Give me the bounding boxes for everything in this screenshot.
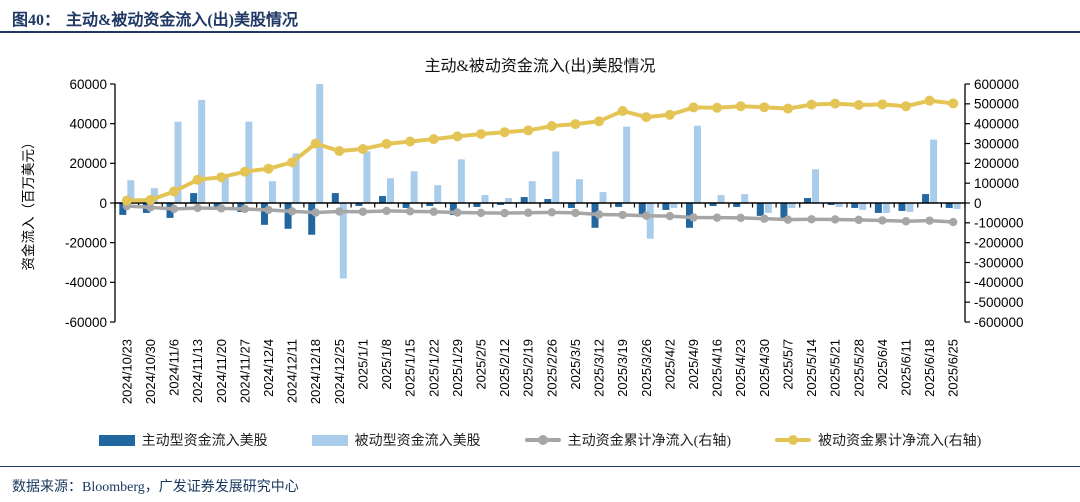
svg-text:资金流入（百万美元）: 资金流入（百万美元） — [21, 136, 36, 271]
svg-text:2025/2/26: 2025/2/26 — [544, 339, 559, 397]
chart-title: 主动&被动资金流入(出)美股情况 — [424, 58, 656, 75]
passive-bar-swatch-icon — [311, 434, 348, 446]
legend-label: 被动型资金流入美股 — [354, 434, 481, 449]
legend-item-passive-cum-line: 被动资金累计净流入(右轴) — [775, 430, 981, 450]
svg-text:-200000: -200000 — [974, 235, 1024, 250]
svg-text:2025/2/12: 2025/2/12 — [497, 339, 512, 397]
svg-text:2024/12/18: 2024/12/18 — [308, 339, 323, 404]
svg-text:2025/6/4: 2025/6/4 — [875, 339, 890, 390]
svg-text:-400000: -400000 — [974, 275, 1024, 290]
active-line-swatch-icon — [524, 435, 561, 445]
svg-text:2024/11/27: 2024/11/27 — [237, 339, 252, 403]
svg-text:2024/10/30: 2024/10/30 — [143, 339, 158, 404]
svg-text:2024/11/20: 2024/11/20 — [214, 339, 229, 403]
legend-item-active-bar: 主动型资金流入美股 — [98, 430, 268, 450]
svg-text:100000: 100000 — [974, 176, 1019, 191]
svg-text:200000: 200000 — [974, 156, 1019, 171]
svg-text:2025/5/7: 2025/5/7 — [780, 339, 795, 390]
svg-text:60000: 60000 — [69, 77, 107, 92]
footer-divider — [0, 466, 1080, 467]
svg-text:2025/1/1: 2025/1/1 — [355, 339, 370, 390]
passive-line-swatch-icon — [775, 435, 811, 445]
legend-item-passive-bar: 被动型资金流入美股 — [311, 430, 481, 450]
svg-text:-600000: -600000 — [974, 315, 1024, 330]
svg-text:-300000: -300000 — [974, 255, 1024, 270]
svg-text:2025/5/21: 2025/5/21 — [828, 339, 843, 397]
svg-text:2025/4/23: 2025/4/23 — [733, 339, 748, 397]
legend-label: 主动资金累计净流入(右轴) — [567, 434, 731, 449]
svg-text:2024/11/13: 2024/11/13 — [190, 339, 205, 403]
svg-text:2024/12/25: 2024/12/25 — [332, 339, 347, 404]
svg-text:-40000: -40000 — [65, 275, 107, 290]
svg-text:2025/5/14: 2025/5/14 — [804, 339, 819, 397]
svg-text:20000: 20000 — [69, 156, 107, 171]
svg-text:2025/2/5: 2025/2/5 — [473, 339, 488, 390]
svg-text:2025/2/19: 2025/2/19 — [521, 339, 536, 397]
svg-text:400000: 400000 — [974, 116, 1019, 131]
svg-text:2025/1/15: 2025/1/15 — [403, 339, 418, 397]
svg-text:-500000: -500000 — [974, 295, 1024, 310]
svg-text:0: 0 — [974, 196, 982, 211]
legend-item-active-cum-line: 主动资金累计净流入(右轴) — [524, 430, 731, 450]
figure-title: 主动&被动资金流入(出)美股情况 — [66, 12, 299, 29]
legend-label: 被动资金累计净流入(右轴) — [818, 434, 982, 449]
svg-text:2025/3/19: 2025/3/19 — [615, 339, 630, 397]
svg-text:2024/12/4: 2024/12/4 — [261, 339, 276, 397]
svg-text:2025/6/18: 2025/6/18 — [922, 339, 937, 397]
svg-text:2025/5/28: 2025/5/28 — [851, 339, 866, 397]
svg-text:300000: 300000 — [974, 136, 1019, 151]
source-note: 数据来源：Bloomberg，广发证券发展研究中心 — [12, 480, 299, 495]
figure-number: 图40： — [12, 12, 61, 29]
svg-text:2024/10/23: 2024/10/23 — [119, 339, 134, 404]
svg-text:-20000: -20000 — [65, 235, 107, 250]
svg-text:2025/4/9: 2025/4/9 — [686, 339, 701, 390]
figure-header: 图40： 主动&被动资金流入(出)美股情况 — [12, 6, 298, 30]
chart-legend: 主动型资金流入美股 被动型资金流入美股 主动资金累计净流入(右轴) 被动资金累计… — [0, 430, 1080, 450]
svg-text:2025/1/22: 2025/1/22 — [426, 339, 441, 397]
svg-text:2025/3/26: 2025/3/26 — [639, 339, 654, 397]
svg-text:2025/1/29: 2025/1/29 — [450, 339, 465, 397]
header-divider — [0, 31, 1080, 33]
svg-text:-100000: -100000 — [974, 216, 1024, 231]
svg-text:2025/1/8: 2025/1/8 — [379, 339, 394, 390]
svg-text:600000: 600000 — [974, 77, 1019, 92]
flow-chart-canvas: 6000040000200000-20000-40000-60000600000… — [21, 77, 1024, 404]
svg-text:2025/4/2: 2025/4/2 — [662, 339, 677, 390]
svg-text:2025/6/11: 2025/6/11 — [898, 339, 913, 396]
svg-text:2024/12/11: 2024/12/11 — [285, 339, 300, 403]
svg-text:40000: 40000 — [69, 116, 107, 131]
svg-text:500000: 500000 — [974, 97, 1019, 112]
svg-text:-60000: -60000 — [65, 315, 107, 330]
legend-label: 主动型资金流入美股 — [141, 434, 268, 449]
svg-text:0: 0 — [99, 196, 107, 211]
svg-text:2025/3/12: 2025/3/12 — [592, 339, 607, 397]
active-bar-swatch-icon — [98, 434, 135, 446]
svg-text:2025/4/16: 2025/4/16 — [710, 339, 725, 397]
svg-text:2025/6/25: 2025/6/25 — [946, 339, 961, 397]
svg-text:2024/11/6: 2024/11/6 — [167, 339, 182, 396]
svg-text:2025/3/5: 2025/3/5 — [568, 339, 583, 390]
svg-text:2025/4/30: 2025/4/30 — [757, 339, 772, 397]
